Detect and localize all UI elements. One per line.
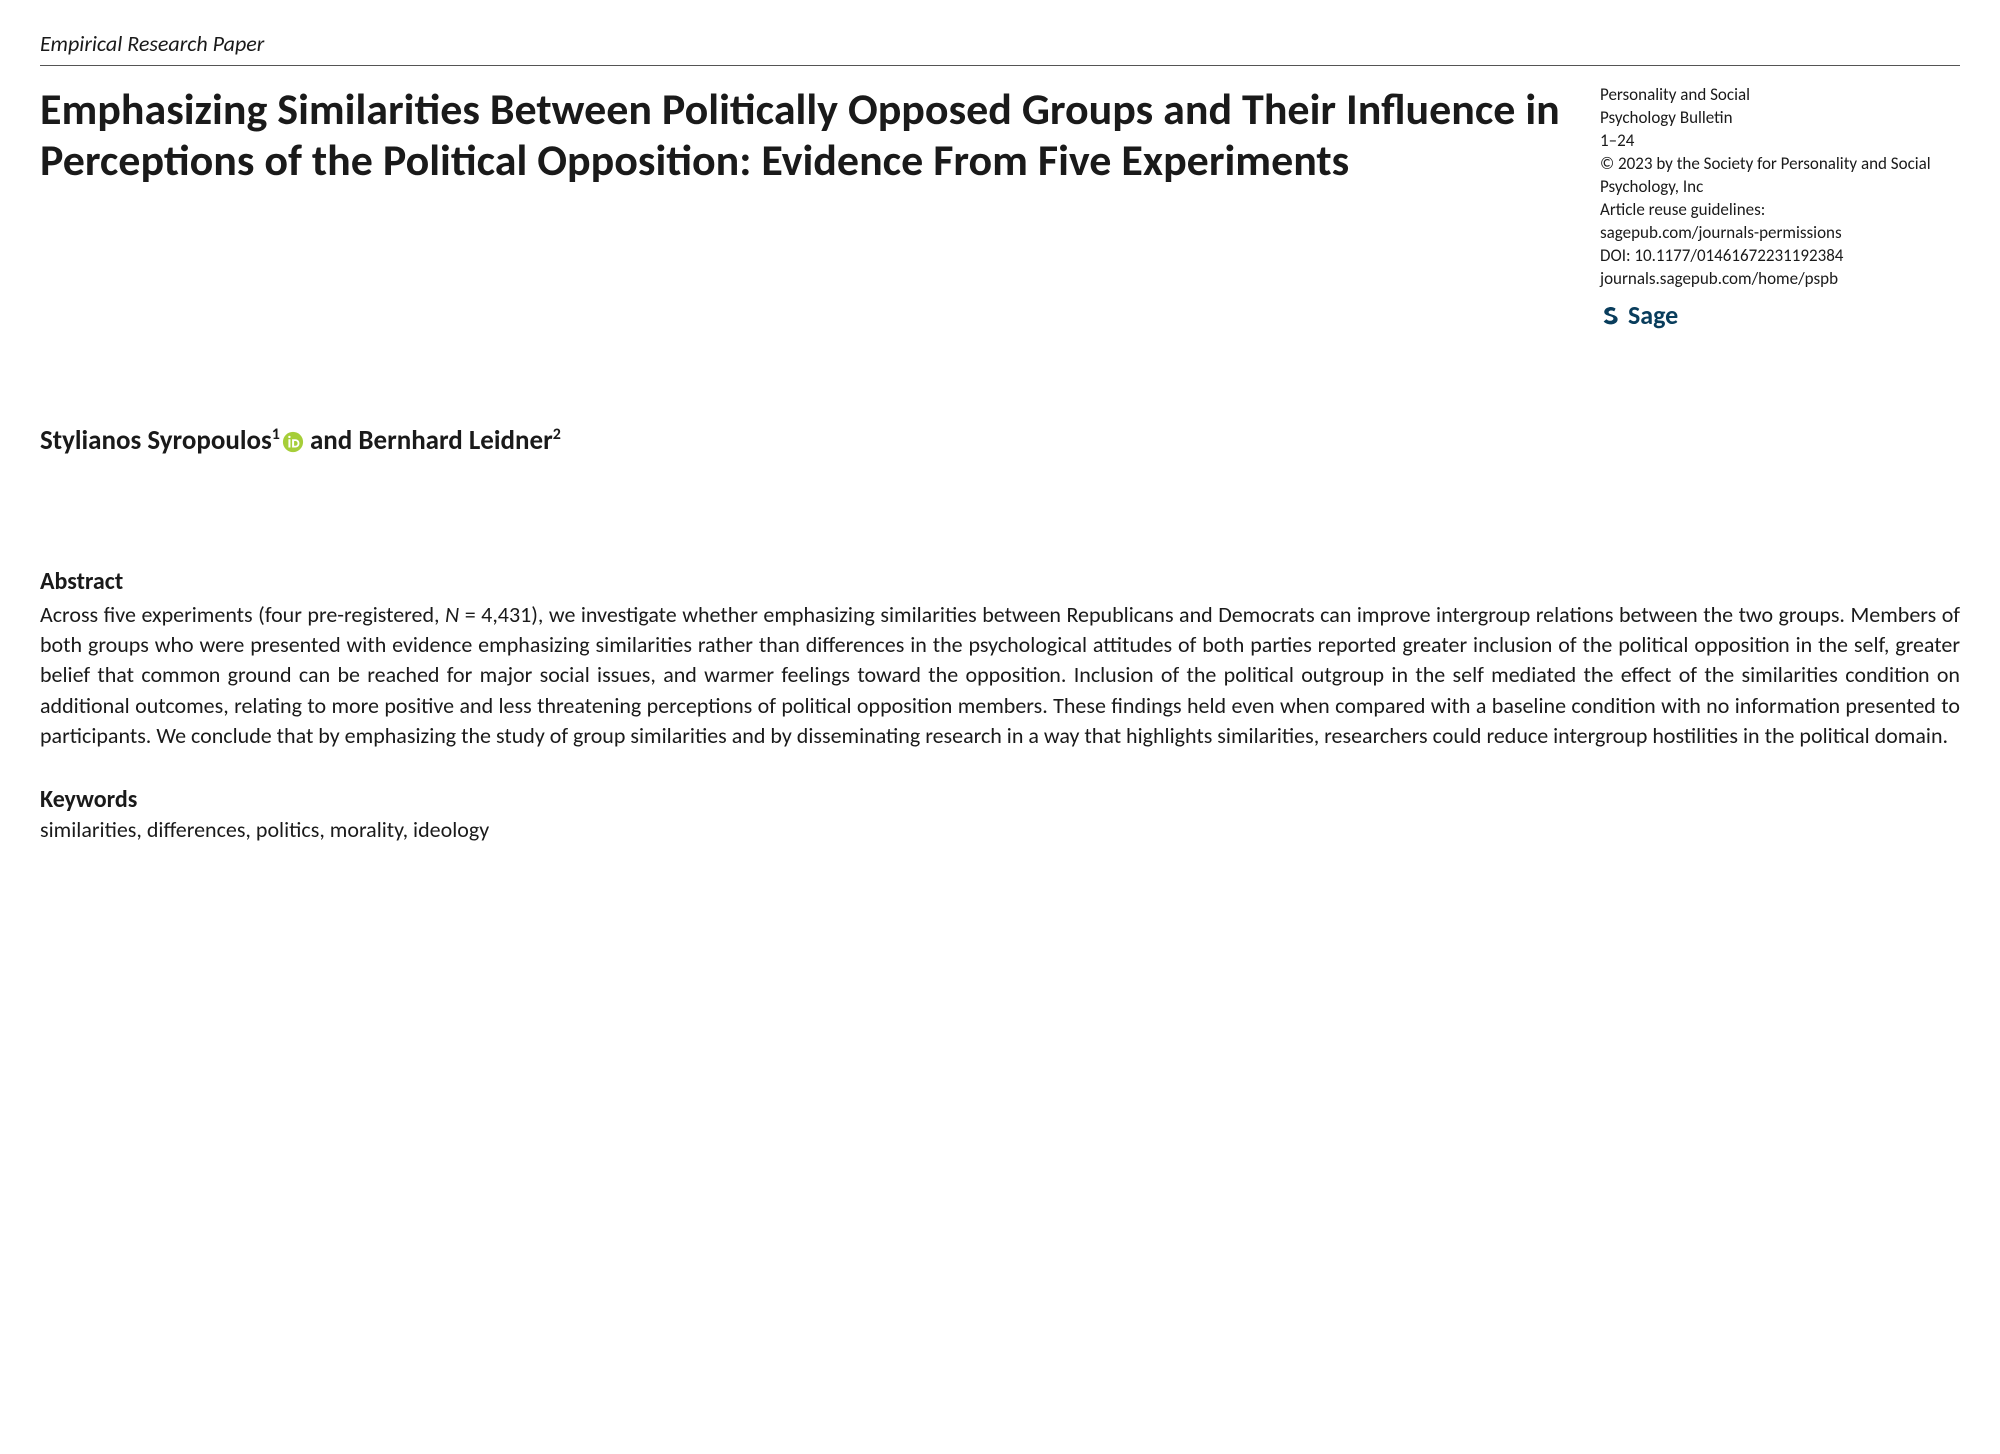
sage-s-icon [1600,305,1622,327]
doi: DOI: 10.1177/01461672231192384 [1600,245,1960,268]
journal-name-line1: Personality and Social [1600,84,1960,107]
reuse-url[interactable]: sagepub.com/journals-permissions [1600,222,1960,245]
paper-title: Emphasizing Similarities Between Politic… [40,84,1560,185]
keywords-text: similarities, differences, politics, mor… [40,816,1960,843]
paper-type-label: Empirical Research Paper [40,30,1960,57]
author-list: Stylianos Syropoulos1 and Bernhard Leidn… [40,424,1960,457]
author-1-name: Stylianos Syropoulos [40,424,272,457]
journal-url[interactable]: journals.sagepub.com/home/pspb [1600,268,1960,291]
journal-name-line2: Psychology Bulletin [1600,107,1960,130]
abstract-pre: Across five experiments (four pre-regist… [40,601,445,628]
abstract-n-label: N [445,601,459,628]
publisher-logo: Sage [1600,298,1960,333]
copyright: © 2023 by the Society for Personality an… [1600,153,1960,199]
keywords-heading: Keywords [40,785,1960,814]
abstract-heading: Abstract [40,567,1960,596]
header-row: Emphasizing Similarities Between Politic… [40,84,1960,334]
author-1-affiliation: 1 [272,425,280,444]
journal-meta: Personality and Social Psychology Bullet… [1600,84,1960,334]
page-range: 1–24 [1600,130,1960,153]
reuse-label: Article reuse guidelines: [1600,199,1960,222]
author-2-name: Bernhard Leidner [358,424,552,457]
author-and: and [304,424,359,457]
orcid-icon[interactable] [282,431,304,453]
abstract-text: Across five experiments (four pre-regist… [40,600,1960,752]
author-2-affiliation: 2 [553,425,561,444]
divider [40,65,1960,66]
publisher-name: Sage [1628,298,1678,333]
